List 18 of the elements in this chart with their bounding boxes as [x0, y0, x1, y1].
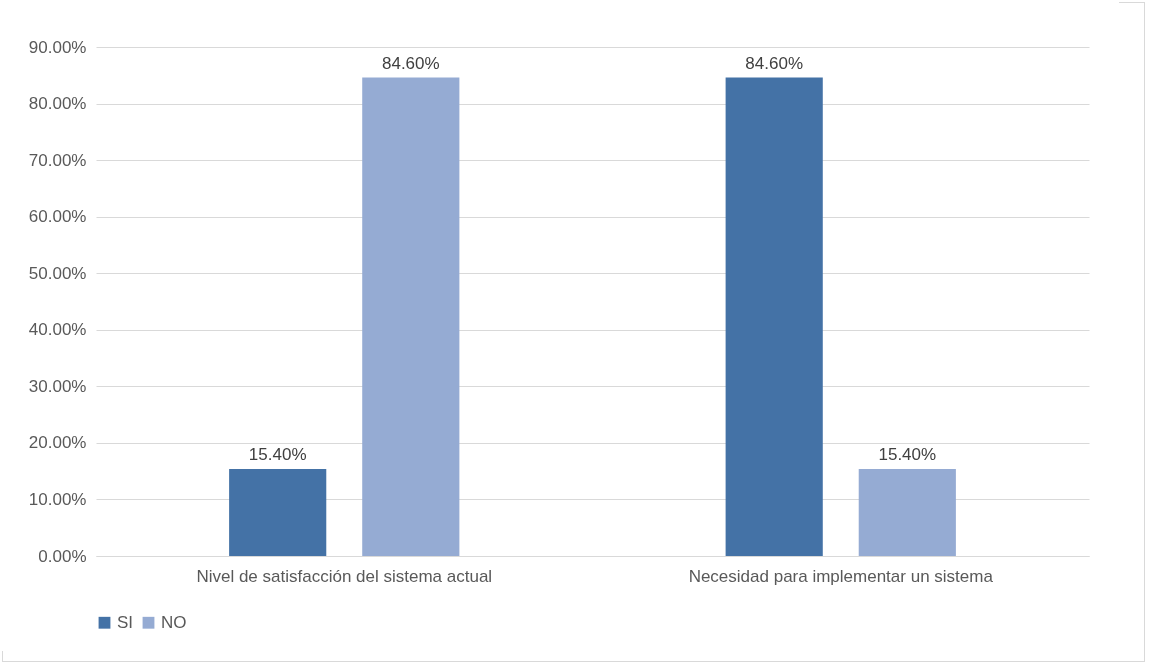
data-label: 84.60%	[745, 53, 804, 73]
y-tick-label: 50.00%	[28, 263, 87, 283]
y-tick-label: 30.00%	[28, 376, 87, 396]
data-label: 15.40%	[248, 444, 307, 464]
y-tick-label: 60.00%	[28, 207, 87, 227]
y-tick-label: 0.00%	[38, 546, 87, 566]
y-tick-label: 40.00%	[28, 320, 87, 340]
x-tick-label: Nivel de satisfacción del sistema actual	[196, 566, 493, 586]
y-tick-label: 20.00%	[28, 433, 87, 453]
x-tick-label: Necesidad para implementar un sistema	[688, 566, 994, 586]
data-label: 84.60%	[381, 53, 440, 73]
legend-label: NO	[161, 612, 187, 632]
data-label: 15.40%	[878, 444, 937, 464]
legend-label: SI	[117, 612, 134, 632]
y-tick-label: 70.00%	[28, 150, 87, 170]
y-tick-label: 10.00%	[28, 489, 87, 509]
y-tick-label: 80.00%	[28, 94, 87, 114]
y-tick-label: 90.00%	[28, 37, 87, 57]
